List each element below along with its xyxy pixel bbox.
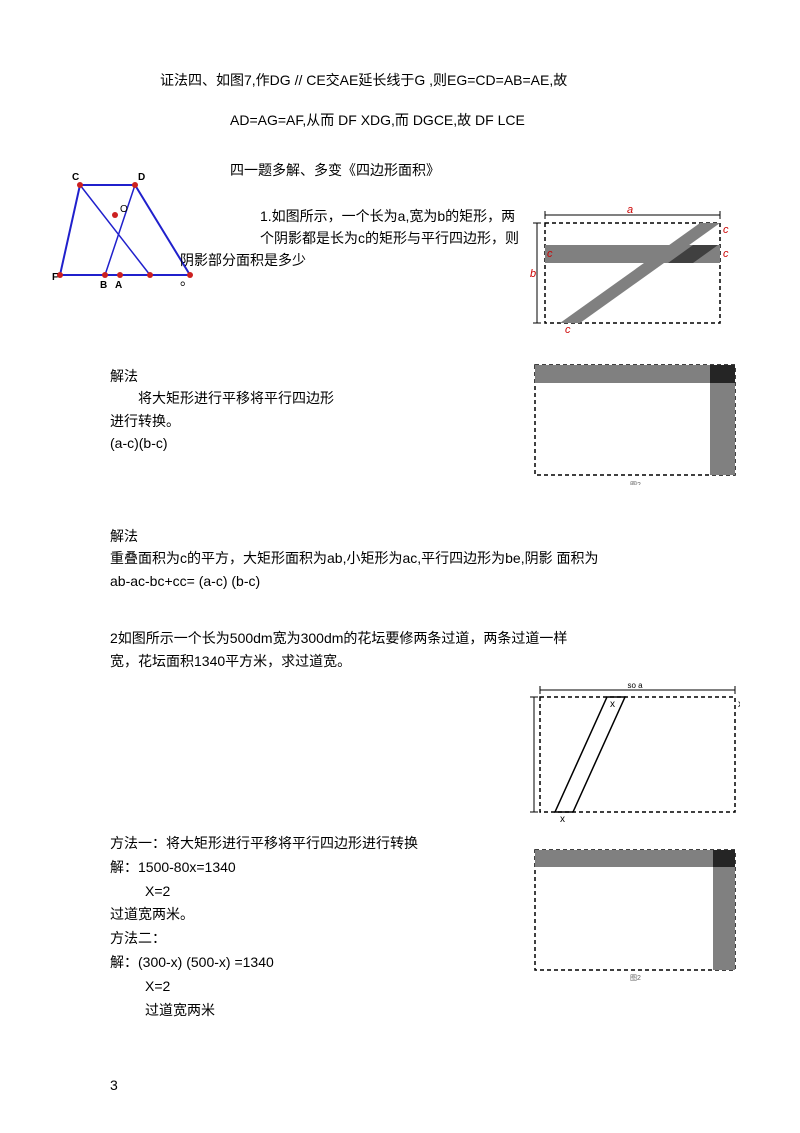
svg-text:x: x (560, 814, 565, 822)
svg-text:c: c (547, 248, 553, 260)
section-title: 四一题多解、多变《四边形面积》 (230, 160, 690, 180)
problem1-text1: 1.如图所示，一个长为a,宽为b的矩形，两个阴影都是长为c的矩形与平行四边形，则 (260, 205, 520, 250)
svg-text:a: a (627, 205, 633, 216)
svg-text:c: c (723, 224, 729, 236)
svg-text:x: x (738, 699, 740, 710)
method2-label: 解法 (110, 525, 690, 547)
svg-text:图2: 图2 (630, 974, 641, 982)
svg-text:x: x (610, 699, 615, 710)
svg-text:F: F (52, 272, 58, 283)
method2-text: 重叠面积为c的平方，大矩形面积为ab,小矩形为ac,平行四边形为be,阴影 面积… (110, 547, 690, 569)
problem2-text: 2如图所示一个长为500dm宽为300dm的花坛要修两条过道，两条过道一样宽，花… (110, 627, 570, 672)
figure-rect-shaded-1: a b c c c c (530, 205, 730, 335)
proof4-line1: 证法四、如图7,作DG // CE交AE延长线于G ,则EG=CD=AB=AE,… (160, 70, 690, 90)
method1-text: 将大矩形进行平移将平行四边形 (138, 390, 334, 406)
proof4-line2: AD=AG=AF,从而 DF XDG,而 DGCE,故 DF LCE (230, 110, 690, 130)
svg-text:图2: 图2 (630, 481, 641, 485)
svg-text:c: c (565, 324, 571, 335)
svg-text:B: B (100, 280, 107, 290)
page-number: 3 (110, 1077, 118, 1093)
solution2-line3: 过道宽两米 (145, 999, 690, 1023)
method2-formula: ab-ac-bc+cc= (a-c) (b-c) (110, 570, 690, 592)
svg-text:D: D (138, 172, 145, 183)
svg-text:so a: so a (627, 682, 643, 690)
figure-rect-shaded-3: 图2 (530, 842, 730, 972)
method1-formula: (a-c)(b-c) (110, 432, 390, 454)
figure-rect-path: so a x x x (530, 682, 730, 812)
figure-rect-shaded-2: 图2 (530, 355, 730, 485)
method1-label: 解法 (110, 365, 390, 387)
svg-text:C: C (72, 172, 79, 183)
method1-text2: 进行转换。 (110, 410, 390, 432)
svg-text:c: c (723, 248, 729, 260)
svg-text:b: b (530, 268, 536, 280)
